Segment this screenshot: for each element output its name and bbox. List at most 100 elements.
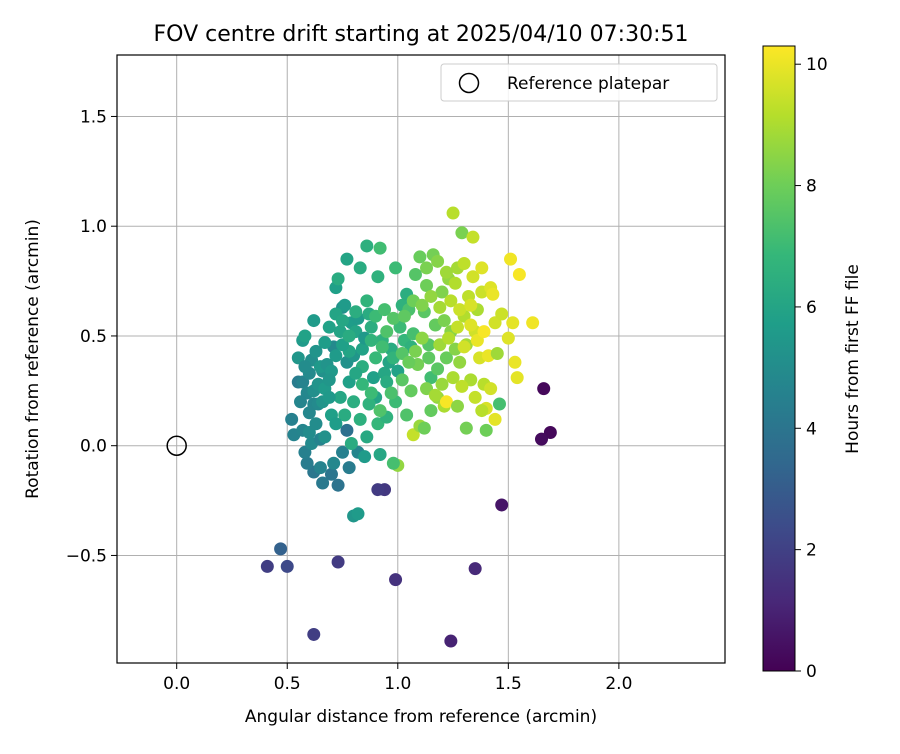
y-tick-label: 1.0: [80, 217, 107, 237]
colorbar-tick-label: 4: [806, 419, 817, 439]
data-point: [378, 303, 392, 317]
data-point: [424, 404, 438, 418]
data-point: [534, 432, 548, 446]
data-point: [446, 371, 460, 385]
data-point: [468, 562, 482, 576]
data-point: [435, 285, 449, 299]
legend-marker-reference: [458, 72, 480, 94]
data-point: [444, 294, 458, 308]
data-point: [386, 456, 400, 470]
data-point: [453, 303, 467, 317]
data-point: [424, 289, 438, 303]
data-point: [298, 360, 312, 374]
data-point: [329, 417, 343, 431]
data-point: [342, 461, 356, 475]
data-point: [380, 375, 394, 389]
x-tick-label: 0.0: [163, 674, 190, 694]
data-point: [408, 267, 422, 281]
legend-box: [440, 63, 718, 102]
data-point: [324, 467, 338, 481]
data-point: [336, 445, 350, 459]
data-point: [338, 408, 352, 422]
data-point: [450, 399, 464, 413]
data-point: [336, 314, 350, 328]
data-point: [285, 412, 299, 426]
data-point: [373, 241, 387, 255]
data-point: [488, 412, 502, 426]
scatter-points: [166, 206, 557, 648]
data-point: [340, 423, 354, 437]
data-point: [313, 461, 327, 475]
colorbar-ticks: 0 2 4 6 8 10: [795, 55, 828, 682]
legend: Reference platepar: [440, 63, 718, 102]
data-point: [362, 397, 376, 411]
data-point: [300, 456, 314, 470]
x-axis-label: Angular distance from reference (arcmin): [245, 707, 597, 727]
data-point: [342, 329, 356, 343]
data-point: [506, 316, 520, 330]
data-point: [373, 404, 387, 418]
data-point: [355, 342, 369, 356]
y-tick-label: 1.5: [80, 107, 107, 127]
data-point: [340, 252, 354, 266]
data-point: [360, 239, 374, 253]
data-point: [329, 349, 343, 363]
data-point: [331, 555, 345, 569]
data-point: [347, 395, 361, 409]
data-point: [375, 340, 389, 354]
data-point: [495, 498, 509, 512]
data-point: [439, 395, 453, 409]
grid-lines: [117, 55, 725, 663]
colorbar-tick-label: 6: [806, 298, 817, 318]
data-point: [428, 388, 442, 402]
data-point: [322, 390, 336, 404]
data-point: [322, 320, 336, 334]
x-tick-label: 0.5: [274, 674, 301, 694]
data-point: [369, 351, 383, 365]
data-point: [501, 331, 515, 345]
data-point: [417, 421, 431, 435]
data-point: [464, 298, 478, 312]
y-tick-label: 0.5: [80, 327, 107, 347]
data-point: [453, 355, 467, 369]
data-point: [355, 377, 369, 391]
y-axis-ticks: −0.5 0.0 0.5 1.0 1.5: [66, 107, 117, 566]
data-point: [433, 300, 447, 314]
data-point: [448, 276, 462, 290]
x-axis-ticks: 0.0 0.5 1.0 1.5 2.0: [163, 663, 632, 694]
data-point: [395, 373, 409, 387]
colorbar-tick-label: 10: [806, 55, 828, 75]
data-point: [322, 373, 336, 387]
data-point: [415, 331, 429, 345]
data-point: [307, 314, 321, 328]
data-point: [389, 261, 403, 275]
data-point: [327, 456, 341, 470]
data-point: [364, 333, 378, 347]
colorbar-tick-label: 2: [806, 541, 817, 561]
data-point: [373, 447, 387, 461]
data-point: [420, 261, 434, 275]
data-point: [475, 404, 489, 418]
data-point: [369, 309, 383, 323]
data-point: [450, 320, 464, 334]
data-point: [477, 325, 491, 339]
data-point: [464, 373, 478, 387]
data-point: [431, 254, 445, 268]
x-tick-label: 1.5: [495, 674, 522, 694]
plot-frame: [116, 54, 726, 664]
data-point: [298, 329, 312, 343]
x-tick-label: 2.0: [605, 674, 632, 694]
data-point: [318, 336, 332, 350]
data-point: [371, 483, 385, 497]
data-point: [364, 320, 378, 334]
data-point: [490, 347, 504, 361]
data-point: [455, 226, 469, 240]
data-point: [386, 311, 400, 325]
data-point: [371, 270, 385, 284]
data-point: [274, 542, 288, 556]
data-point: [508, 355, 522, 369]
data-point: [331, 272, 345, 286]
data-point: [349, 305, 363, 319]
data-point: [366, 371, 380, 385]
